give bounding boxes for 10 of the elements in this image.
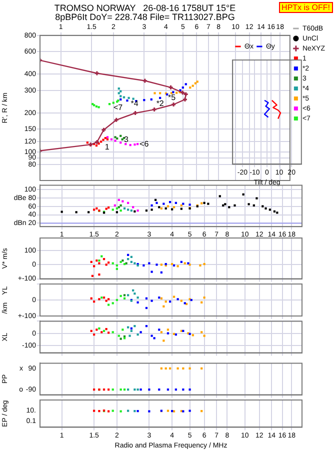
annotation: <6 [140,139,150,148]
text: HPTx is OFF! [278,2,333,13]
annotation: *4 [130,98,139,108]
annotation: *2 [156,98,164,108]
annotation: <7 [113,102,124,112]
annotation: 3 [124,135,129,144]
chart-title: TROMSO NORWAY 26-08-16 1758UT 15°E [54,3,236,13]
annotation: 1 [104,142,110,152]
annotation: *5 [168,93,176,102]
chart-subtitle: 8pBP6It DoY= 228.748 File= TR113027.BPG [54,12,236,22]
